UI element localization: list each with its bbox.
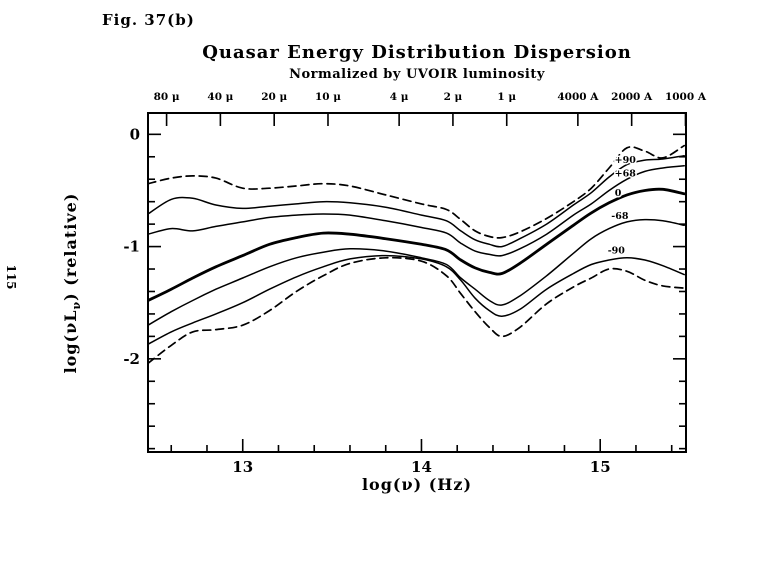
x-tick-label: 14 [411,458,432,476]
figure-label: Fig. 37(b) [102,11,195,29]
x-axis-label: log(ν) (Hz) [361,475,473,494]
curve-max-envelope [148,144,686,239]
curve-minus90 [148,254,685,345]
curve-plus68 [148,165,685,257]
top-axis-tick-label: 4000 A [557,91,599,103]
curve-min-envelope [148,256,686,365]
top-axis-tick-label: 2 μ [444,91,463,103]
curve-plus90 [148,154,685,248]
y-tick-label: -2 [123,350,140,368]
top-axis-tick-label: 80 μ [154,91,180,103]
curve-median [148,187,686,302]
x-tick-label: 13 [232,458,253,476]
curve-label-median: 0 [615,188,622,199]
curve-label-minus68: -68 [611,211,629,222]
curves [148,144,686,365]
curve-label-plus68: +68 [615,169,637,180]
curve-label-plus90: +90 [615,155,637,166]
y-tick-label: 0 [130,125,140,143]
x-tick-label: 15 [590,458,611,476]
y-tick-label: -1 [123,238,140,256]
top-axis-tick-label: 40 μ [207,91,233,103]
top-axis-tick-label: 1000 A [665,91,707,103]
curve-minus68 [148,218,685,326]
top-axis-tick-label: 10 μ [315,91,341,103]
top-axis-tick-label: 2000 A [611,91,653,103]
chart-subtitle: Normalized by UVOIR luminosity [289,67,545,82]
top-axis-tick-label: 1 μ [497,91,516,103]
curve-label-minus90: -90 [608,245,626,256]
plot-frame [147,112,687,453]
chart-title: Quasar Energy Distribution Dispersion [202,42,632,63]
top-axis-tick-label: 20 μ [261,91,287,103]
top-axis-tick-label: 4 μ [390,91,409,103]
